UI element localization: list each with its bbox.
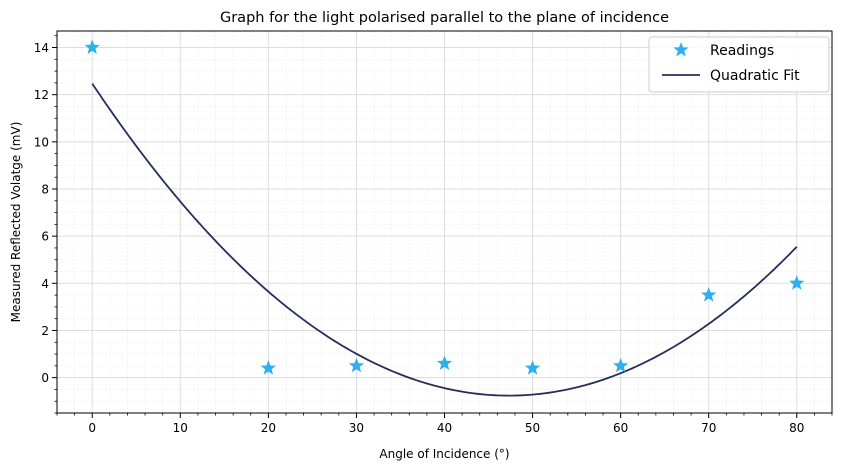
- reading-point: [524, 360, 541, 375]
- reading-point: [436, 355, 453, 370]
- reading-point: [84, 39, 100, 54]
- chart-title: Graph for the light polarised parallel t…: [220, 10, 669, 26]
- legend-readings-marker: [673, 42, 689, 57]
- legend-readings-label: Readings: [710, 43, 774, 59]
- quadratic-fit-line: [91, 83, 798, 397]
- major-grid: [57, 31, 832, 413]
- y-tick-label: 14: [34, 41, 49, 55]
- reading-point: [789, 275, 805, 290]
- x-tick-label: 80: [789, 421, 804, 435]
- y-axis-label: Measured Reflected Volatge (mV): [9, 122, 23, 323]
- plot-content: [84, 39, 805, 397]
- reading-point: [613, 357, 629, 373]
- x-tick-label: 50: [525, 421, 540, 435]
- x-tick-label: 60: [613, 421, 628, 435]
- y-tick-label: 0: [41, 371, 49, 385]
- reading-point: [348, 357, 365, 373]
- x-tick-label: 10: [173, 421, 188, 435]
- y-tick-label: 2: [41, 324, 49, 338]
- y-tick-label: 4: [41, 277, 49, 291]
- x-tick-label: 40: [437, 421, 452, 435]
- reading-point: [701, 287, 717, 302]
- y-tick-label: 8: [41, 182, 49, 196]
- x-axis-label: Angle of Incidence (°): [379, 447, 509, 461]
- y-tick-label: 10: [34, 135, 49, 149]
- plot-frame: [56, 30, 833, 414]
- x-tick-label: 30: [349, 421, 364, 435]
- x-tick-label: 0: [88, 421, 96, 435]
- y-tick-label: 12: [34, 88, 49, 102]
- x-tick-label: 20: [261, 421, 276, 435]
- legend-box: [648, 36, 830, 93]
- legend-fit-label: Quadratic Fit: [710, 68, 800, 84]
- x-tick-label: 70: [701, 421, 716, 435]
- reading-point: [260, 360, 276, 375]
- legend: Readings Quadratic Fit: [648, 36, 830, 93]
- x-axis-ticks: 0 10 20 30 40 50 60 70 80: [56, 413, 833, 435]
- y-tick-label: 6: [41, 230, 49, 244]
